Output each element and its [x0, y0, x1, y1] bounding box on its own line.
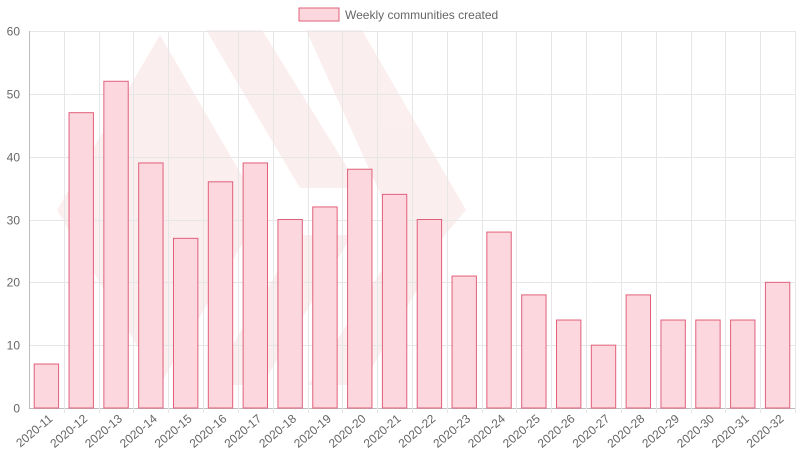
bar[interactable] — [33, 363, 60, 409]
x-tick-label: 2020-15 — [152, 411, 195, 450]
bar[interactable] — [173, 237, 199, 409]
x-tick-label: 2020-30 — [674, 411, 717, 450]
y-tick-label: 40 — [7, 151, 21, 165]
x-tick-label: 2020-21 — [361, 411, 404, 450]
bar[interactable] — [590, 344, 617, 409]
bar[interactable] — [381, 193, 408, 409]
x-tick-label: 2020-12 — [47, 411, 90, 450]
bar[interactable] — [625, 294, 652, 409]
bar[interactable] — [103, 80, 129, 409]
bar[interactable] — [207, 181, 234, 409]
y-tick-label: 30 — [7, 214, 21, 228]
bar[interactable] — [68, 112, 94, 409]
x-tick-label: 2020-29 — [639, 411, 682, 450]
bar[interactable] — [138, 162, 164, 409]
x-tick-label: 2020-23 — [430, 411, 473, 450]
bar[interactable] — [451, 275, 477, 409]
x-tick-label: 2020-11 — [13, 411, 55, 450]
x-tick-label: 2020-13 — [82, 411, 125, 450]
legend-swatch — [298, 7, 340, 22]
bar[interactable] — [556, 319, 582, 409]
y-tick-label: 60 — [7, 25, 21, 39]
bar[interactable] — [695, 319, 721, 409]
legend[interactable]: Weekly communities created — [298, 7, 498, 22]
bar[interactable] — [347, 168, 373, 409]
x-tick-label: 2020-18 — [256, 411, 299, 450]
bar[interactable] — [521, 294, 547, 409]
x-tick-label: 2020-19 — [291, 411, 334, 450]
x-tick-label: 2020-24 — [465, 411, 508, 450]
y-tick-label: 0 — [13, 402, 20, 416]
bar[interactable] — [242, 162, 269, 409]
bar[interactable] — [764, 281, 791, 409]
x-tick-label: 2020-14 — [117, 411, 160, 450]
x-tick-label: 2020-28 — [605, 411, 648, 450]
x-tick-label: 2020-26 — [535, 411, 578, 450]
bar[interactable] — [312, 206, 338, 409]
bar[interactable] — [416, 219, 443, 409]
x-tick-label: 2020-22 — [396, 411, 439, 450]
y-tick-label: 50 — [7, 88, 21, 102]
x-tick-label: 2020-17 — [222, 411, 265, 450]
bar[interactable] — [730, 319, 756, 409]
x-tick-label: 2020-32 — [744, 411, 787, 450]
bars-group — [33, 80, 791, 409]
y-tick-label: 20 — [7, 276, 21, 290]
y-tick-label: 10 — [7, 339, 21, 353]
x-tick-label: 2020-27 — [570, 411, 613, 450]
bar[interactable] — [277, 219, 303, 409]
x-tick-label: 2020-16 — [187, 411, 230, 450]
x-tick-label: 2020-20 — [326, 411, 369, 450]
bar[interactable] — [486, 231, 512, 409]
bar[interactable] — [660, 319, 686, 409]
x-tick-label: 2020-25 — [500, 411, 543, 450]
x-tick-label: 2020-31 — [709, 411, 752, 450]
legend-label: Weekly communities created — [345, 8, 498, 22]
